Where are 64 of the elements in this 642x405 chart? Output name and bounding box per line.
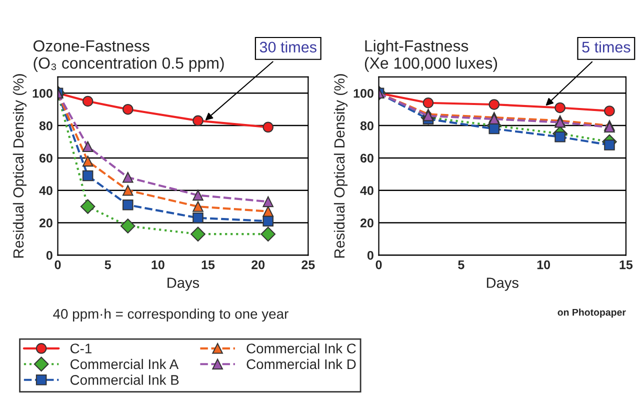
- point: [192, 212, 204, 224]
- legend-label: Commercial Ink A: [70, 358, 179, 370]
- point: [82, 141, 94, 152]
- y-tick-label: 0: [46, 250, 52, 260]
- x-tick-label: 0: [54, 260, 61, 270]
- text: on Photopaper: [558, 308, 626, 318]
- y-tick-label: 80: [39, 121, 52, 130]
- x-tick-label: 10: [537, 260, 550, 270]
- point: [82, 170, 94, 182]
- point: [262, 216, 274, 227]
- legend-label: Commercial Ink D: [246, 358, 356, 370]
- point: [604, 140, 615, 150]
- y-tick-label: 100: [32, 88, 52, 98]
- point: [122, 200, 134, 210]
- x-tick-label: 15: [202, 260, 215, 270]
- point: [554, 132, 566, 142]
- point: [604, 106, 615, 116]
- x-tick-label: 10: [152, 260, 164, 270]
- point: [262, 196, 274, 208]
- x-axis-title: Days: [168, 278, 200, 291]
- y-tick-label: 60: [39, 154, 52, 163]
- chart-title: Ozone-Fastness (O₃ concentration 0.5 ppm): [34, 40, 224, 72]
- y-tick-label: 0: [367, 250, 374, 260]
- x-tick-label: 25: [302, 260, 315, 270]
- chart-title: Light-Fastness (Xe 100,000 luxes): [364, 40, 498, 72]
- point: [122, 104, 134, 115]
- point: [262, 122, 274, 133]
- x-tick-label: 0: [376, 260, 382, 270]
- point: [192, 115, 204, 126]
- y-tick-label: 60: [360, 154, 374, 163]
- y-tick-label: 40: [360, 186, 374, 195]
- x-tick-label: 5: [458, 260, 464, 270]
- x-tick-label: 20: [252, 260, 265, 270]
- y-tick-label: 20: [360, 218, 374, 228]
- point: [260, 226, 276, 242]
- point: [192, 190, 204, 201]
- point: [488, 123, 500, 134]
- y-tick-label: 100: [354, 88, 374, 98]
- y-axis-title: Residual Optical Density (%): [12, 74, 27, 258]
- point: [80, 199, 96, 214]
- legend-label: C-1: [70, 344, 92, 354]
- y-tick-label: 80: [360, 121, 374, 130]
- point: [82, 96, 94, 107]
- y-tick-label: 40: [39, 186, 52, 195]
- x-tick-label: 5: [104, 260, 111, 270]
- y-axis-title: Residual Optical Density (%): [334, 74, 348, 258]
- y-tick-label: 20: [39, 218, 52, 228]
- point: [554, 102, 566, 114]
- legend-label: Commercial Ink C: [246, 343, 356, 354]
- point: [122, 184, 134, 196]
- text: 40 ppm·h = corresponding to one year: [53, 308, 288, 322]
- point: [262, 206, 274, 217]
- x-axis-title: Days: [486, 278, 518, 291]
- point: [190, 226, 206, 242]
- annotation: 5 times: [582, 41, 630, 53]
- point: [120, 218, 136, 234]
- x-tick-label: 15: [620, 260, 633, 270]
- point: [122, 172, 134, 183]
- point: [82, 156, 94, 167]
- point: [488, 99, 500, 110]
- legend-label: Commercial Ink B: [70, 374, 179, 385]
- annotation: 30 times: [260, 41, 316, 53]
- point: [192, 201, 204, 212]
- point: [422, 97, 434, 108]
